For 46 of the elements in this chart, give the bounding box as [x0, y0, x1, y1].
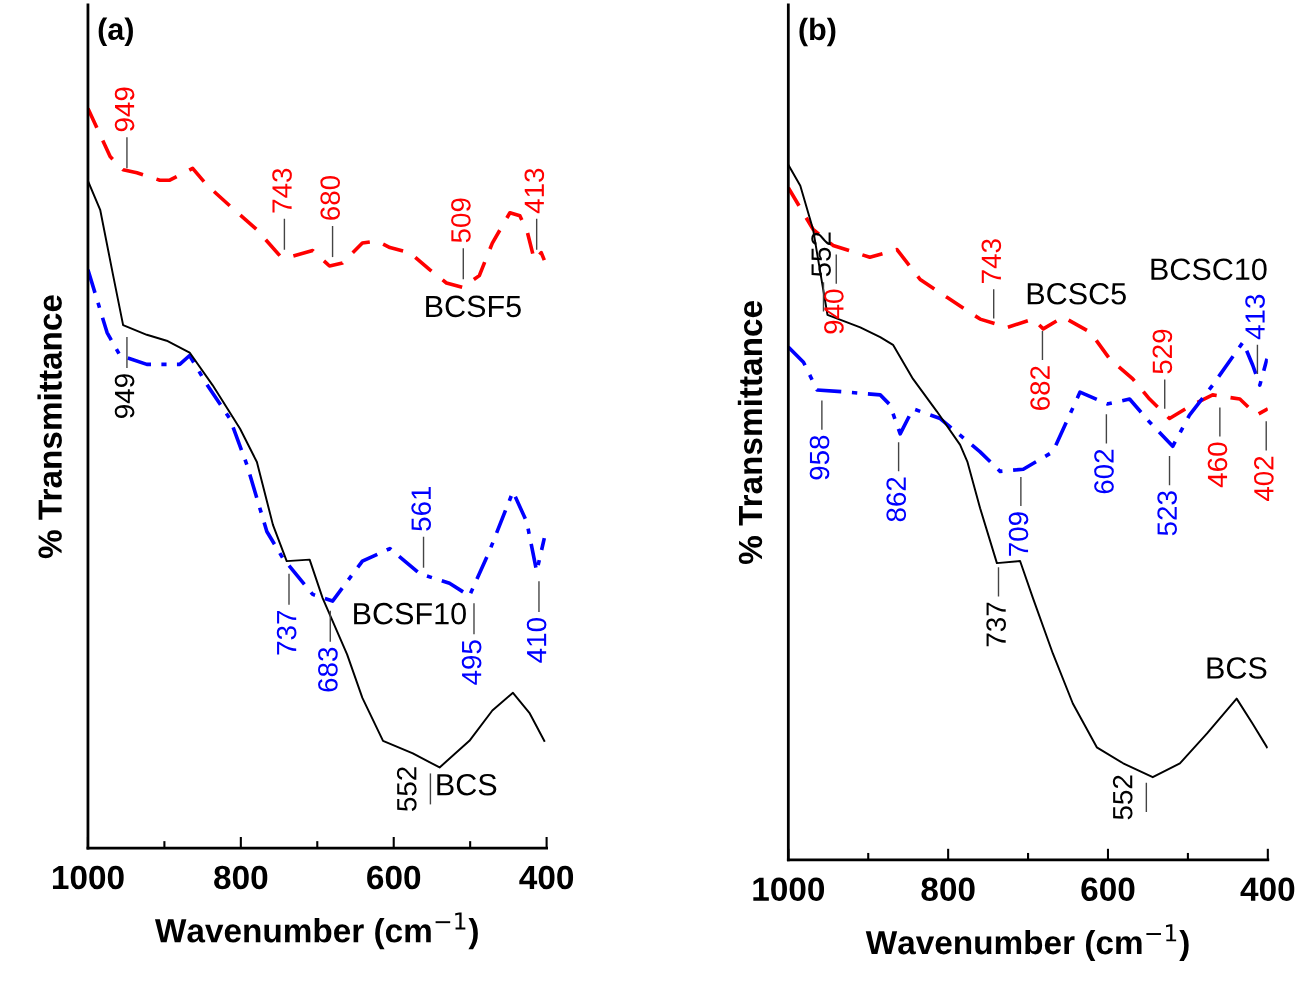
- x-tick-label: 800: [921, 877, 975, 902]
- x-tick-label: 800: [214, 865, 268, 890]
- x-tick-label: 600: [367, 865, 421, 890]
- series-label: BCSC5: [1027, 282, 1126, 305]
- x-axis-title: Wavenumber (cm$^{−1}$): [154, 912, 478, 950]
- annotation: 949: [114, 374, 135, 418]
- y-axis-title: % Transmittance: [37, 295, 62, 559]
- annotation: 683: [318, 647, 338, 692]
- x-tick-label: 1000: [753, 877, 825, 902]
- series-label: BCSF10: [354, 602, 466, 625]
- series-label: BCSF5: [426, 295, 521, 318]
- series-label: BCS: [1207, 657, 1267, 679]
- annotation: 561: [411, 486, 431, 531]
- annotation: 737: [276, 610, 297, 655]
- annotation: 495: [461, 640, 482, 685]
- x-tick-label: 600: [1081, 877, 1135, 902]
- annotation: 460: [1207, 442, 1228, 488]
- annotation: 737: [986, 602, 1006, 647]
- annotation: 682: [1030, 366, 1050, 410]
- annotation: 523: [1157, 491, 1177, 536]
- x-tick-label: 400: [519, 865, 574, 890]
- annotation: 709: [1008, 512, 1029, 556]
- annotation: 402: [1254, 456, 1274, 502]
- annotation: 509: [451, 198, 471, 243]
- annotation: 413: [1245, 294, 1265, 340]
- chart-title: (a): [98, 17, 133, 47]
- annotation: 940: [824, 289, 844, 334]
- annotation: 680: [320, 175, 341, 220]
- annotation: 949: [114, 87, 135, 132]
- annotation: 958: [809, 435, 830, 480]
- chart-title: (b): [799, 17, 836, 47]
- x-tick-label: 1000: [52, 865, 124, 890]
- text: BCSC10: [1151, 258, 1267, 281]
- annotation: 552: [396, 767, 417, 811]
- annotation: 410: [526, 618, 547, 663]
- annotation: 743: [272, 168, 292, 213]
- series-label: BCS: [437, 773, 497, 796]
- y-axis-title: % Transmittance: [737, 301, 763, 565]
- annotation: 602: [1094, 449, 1114, 494]
- x-tick-label: 400: [1240, 877, 1295, 902]
- annotation: 743: [981, 239, 1002, 283]
- annotation: 862: [886, 477, 907, 522]
- annotation: 552: [1112, 775, 1133, 820]
- annotation: 529: [1152, 329, 1173, 374]
- x-axis-title: Wavenumber (cm$^{−1}$): [865, 924, 1189, 961]
- annotation: 413: [524, 168, 545, 214]
